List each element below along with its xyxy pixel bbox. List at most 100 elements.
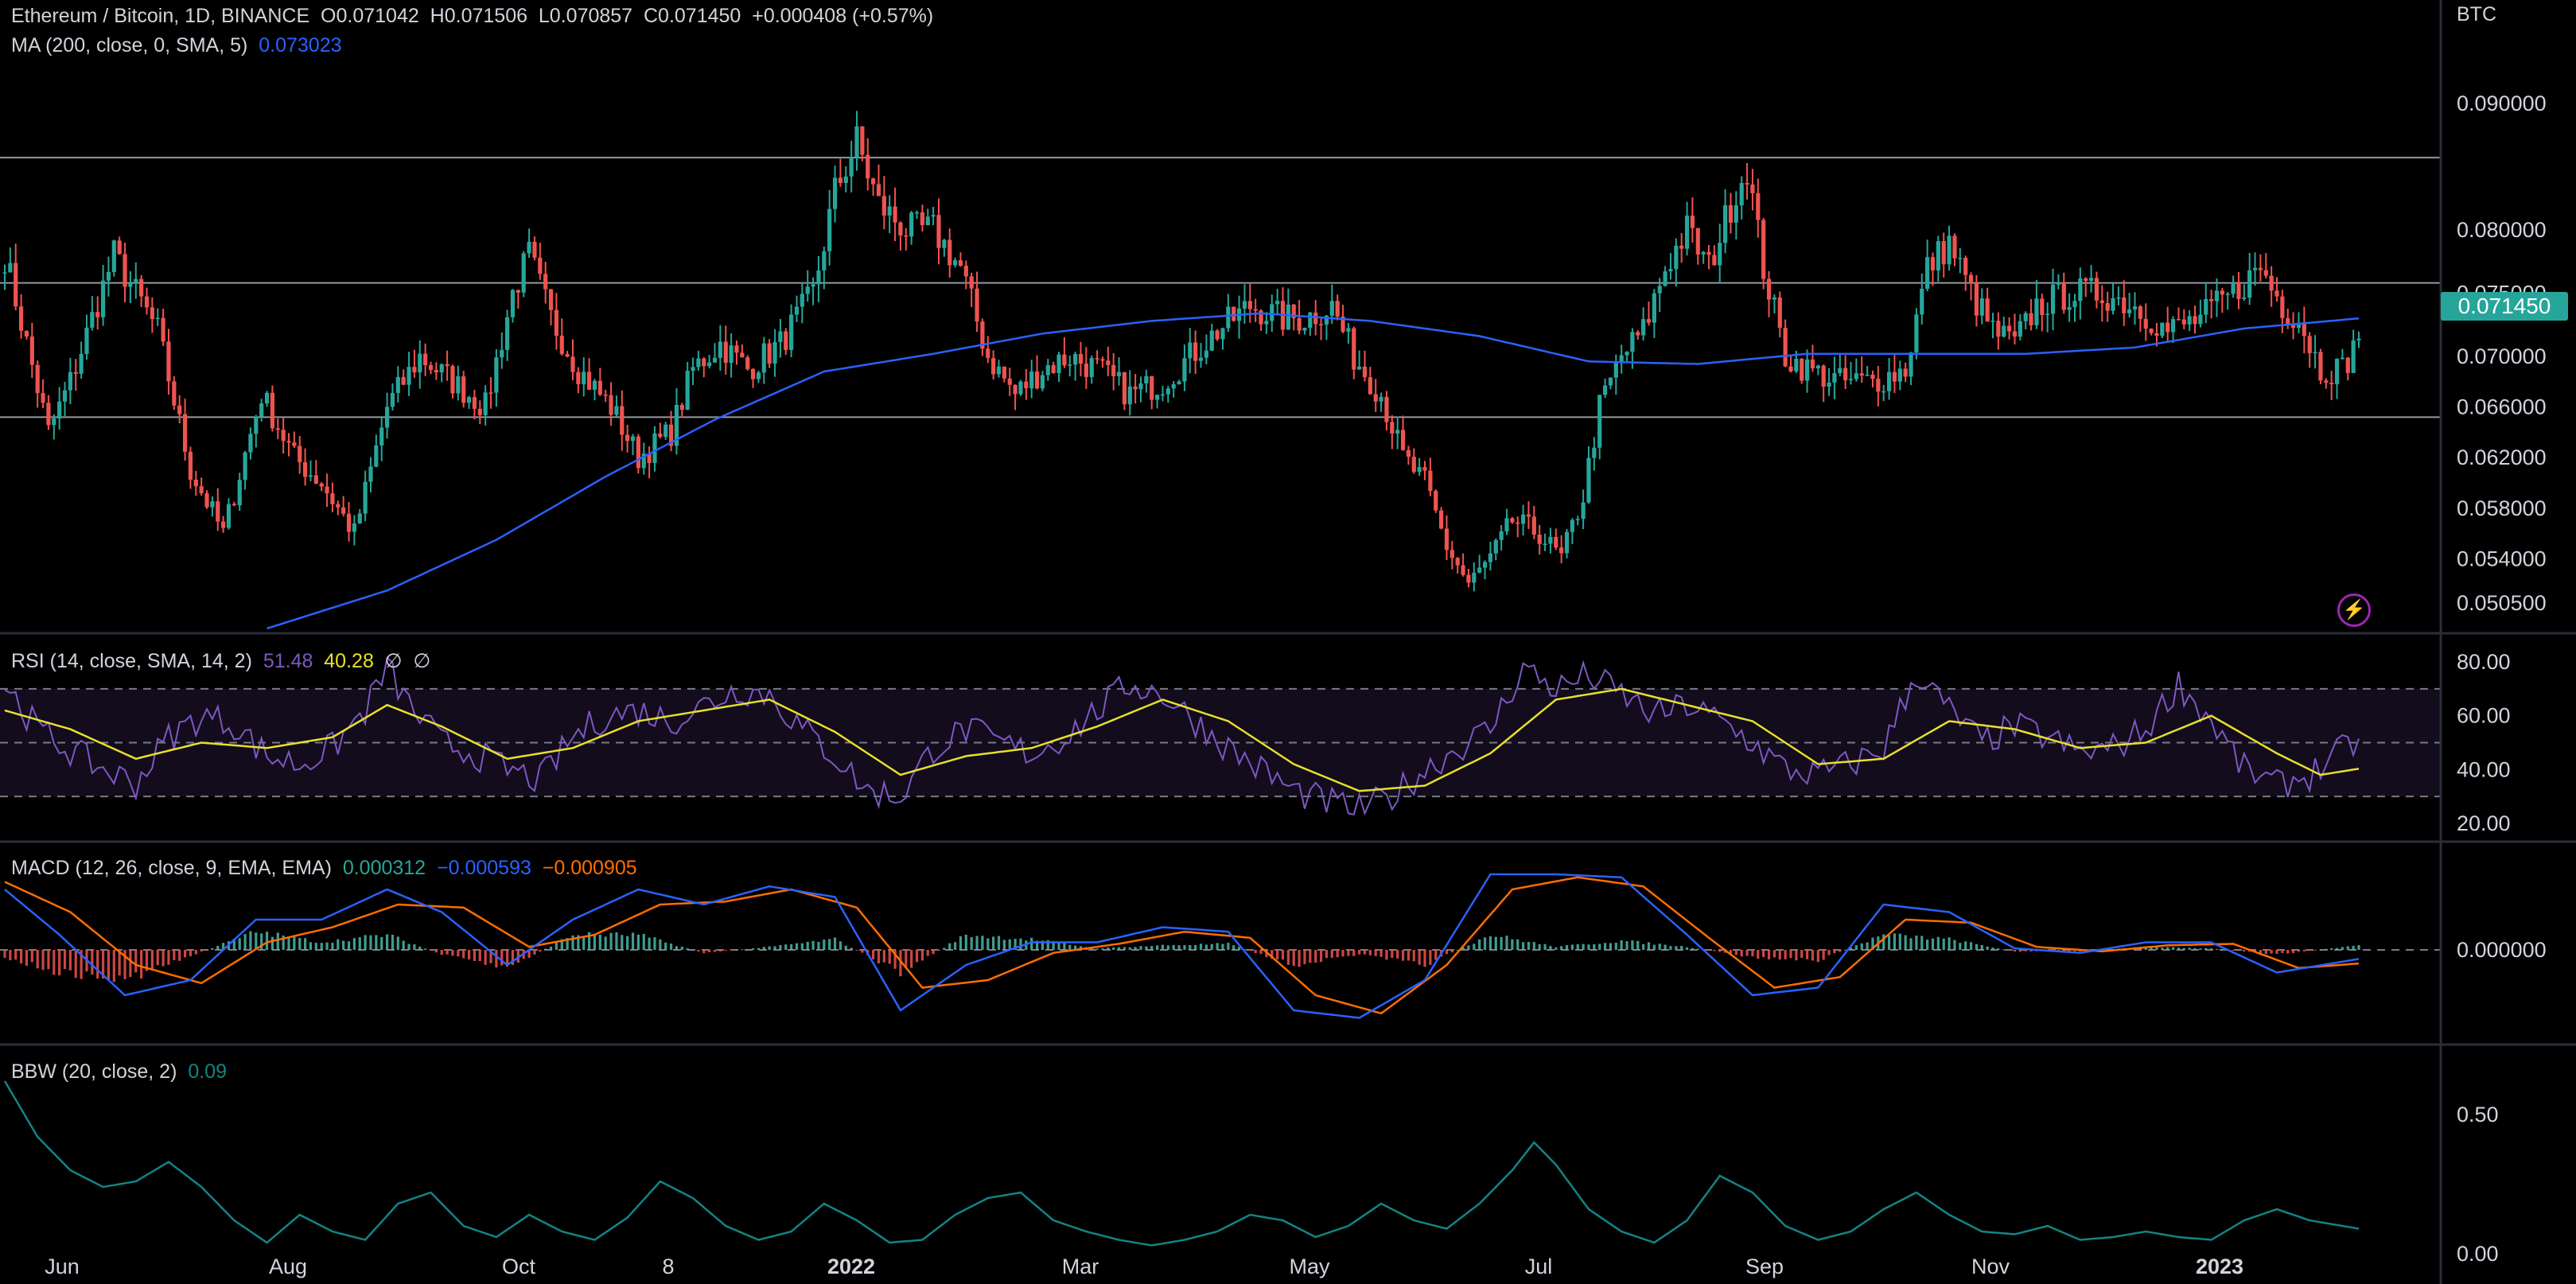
- macd-hist-bar: [1314, 950, 1317, 963]
- macd-hist-bar: [222, 943, 225, 950]
- macd-hist-bar: [1429, 950, 1432, 965]
- candle-body: [2072, 301, 2077, 308]
- candle: [2045, 302, 2050, 333]
- candle: [1657, 278, 1662, 313]
- macd-hist-bar: [1664, 944, 1667, 950]
- macd-hist-bar: [1374, 950, 1377, 956]
- candle-body: [106, 271, 111, 281]
- macd-hist-bar: [216, 946, 220, 950]
- candle: [2345, 356, 2350, 381]
- macd-hist-bar: [615, 932, 618, 950]
- candle: [1570, 518, 1574, 544]
- candle: [1291, 303, 1296, 331]
- macd-hist-bar: [1734, 950, 1737, 955]
- candle-body: [898, 222, 903, 235]
- macd-hist-bar: [1391, 950, 1394, 959]
- macd-hist-bar: [1123, 947, 1127, 950]
- candle-body: [2012, 331, 2018, 337]
- macd-hist-bar: [36, 950, 39, 969]
- candle: [1766, 270, 1772, 317]
- macd-hist-bar: [795, 943, 799, 950]
- macd-hist-bar: [626, 936, 629, 950]
- macd-hist-bar: [1909, 938, 1913, 950]
- candle: [254, 414, 259, 448]
- macd-hist-bar: [1112, 947, 1115, 950]
- candle: [188, 446, 193, 489]
- candle-body: [516, 290, 520, 293]
- candle-body: [226, 504, 232, 528]
- candle-body: [62, 390, 68, 402]
- candle: [363, 470, 368, 521]
- candle-body: [2067, 307, 2072, 310]
- macd-hist-bar: [779, 944, 782, 950]
- candle: [1084, 347, 1088, 389]
- candle-body: [1341, 316, 1345, 332]
- ma-legend[interactable]: MA (200, close, 0, SMA, 5) 0.073023: [11, 34, 342, 57]
- candle-body: [505, 317, 510, 350]
- candle: [800, 283, 804, 324]
- macd-hist-bar: [298, 937, 302, 950]
- lightning-icon[interactable]: ⚡: [2337, 593, 2371, 627]
- candle: [2165, 306, 2170, 342]
- macd-hist-bar: [325, 942, 329, 950]
- candle-body: [2209, 298, 2214, 302]
- candle-body: [1160, 394, 1165, 396]
- candle-body: [784, 331, 788, 350]
- candle-body: [418, 353, 422, 373]
- candle: [652, 426, 657, 472]
- rsi-legend[interactable]: RSI (14, close, SMA, 14, 2) 51.48 40.28 …: [11, 649, 430, 673]
- close-value: C0.071450: [644, 5, 741, 27]
- candle: [1411, 448, 1416, 474]
- macd-hist-bar: [735, 950, 738, 951]
- candle: [1384, 391, 1389, 431]
- candle-body: [592, 380, 597, 390]
- macd-hist-bar: [1303, 950, 1306, 964]
- candle-body: [1062, 354, 1067, 366]
- macd-hist-bar: [270, 936, 274, 950]
- candle: [1516, 516, 1520, 538]
- candle-body: [445, 364, 449, 367]
- macd-hist-bar: [2237, 950, 2240, 951]
- macd-hist-bar: [260, 933, 263, 950]
- candle-body: [603, 395, 608, 396]
- candle: [1357, 350, 1362, 370]
- candle: [620, 390, 625, 451]
- candle: [778, 318, 783, 358]
- macd-hist-bar: [391, 934, 395, 950]
- macd-hist-bar: [1347, 950, 1350, 956]
- candle: [2088, 265, 2094, 293]
- macd-hist-bar: [1620, 940, 1623, 950]
- candle-body: [2269, 275, 2274, 291]
- candle: [95, 296, 100, 330]
- bbw-legend[interactable]: BBW (20, close, 2) 0.09: [11, 1060, 227, 1084]
- candle: [357, 508, 362, 524]
- candle-body: [2214, 290, 2220, 302]
- candle-body: [1329, 301, 1334, 316]
- candle-body: [199, 486, 204, 494]
- macd-hist-bar: [1839, 950, 1842, 952]
- symbol-title[interactable]: Ethereum / Bitcoin, 1D, BINANCE: [11, 5, 310, 27]
- high-value: H0.071506: [430, 5, 527, 27]
- candle: [2067, 293, 2072, 322]
- candle-body: [134, 278, 138, 283]
- candle-body: [2220, 290, 2224, 295]
- candle-body: [111, 240, 116, 272]
- macd-hist-bar: [926, 950, 929, 956]
- macd-hist-bar: [850, 947, 853, 950]
- rsi-tick-label: 80.00: [2457, 650, 2511, 674]
- candle-body: [1963, 258, 1968, 275]
- candle-body: [576, 372, 581, 385]
- macd-hist-bar: [1696, 948, 1699, 950]
- macd-hist-bar: [167, 950, 170, 965]
- candle: [1504, 508, 1509, 535]
- macd-hist-bar: [1368, 950, 1372, 955]
- candle-body: [2061, 282, 2066, 310]
- candle-body: [1619, 355, 1624, 363]
- macd-hist-bar: [320, 943, 323, 950]
- candle-body: [510, 290, 516, 317]
- candle-body: [1264, 321, 1269, 325]
- candle-body: [292, 442, 297, 446]
- macd-legend[interactable]: MACD (12, 26, close, 9, EMA, EMA) 0.0003…: [11, 857, 637, 880]
